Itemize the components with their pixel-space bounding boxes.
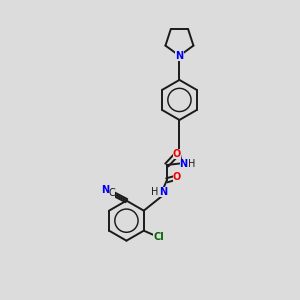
Text: C: C bbox=[108, 188, 115, 198]
Text: Cl: Cl bbox=[153, 232, 164, 242]
Text: N: N bbox=[179, 158, 188, 169]
Text: O: O bbox=[173, 149, 181, 159]
Text: N: N bbox=[176, 51, 184, 61]
Text: H: H bbox=[151, 187, 159, 197]
Text: N: N bbox=[159, 187, 167, 197]
Text: H: H bbox=[188, 158, 196, 169]
Text: N: N bbox=[101, 185, 109, 195]
Text: O: O bbox=[173, 172, 181, 182]
